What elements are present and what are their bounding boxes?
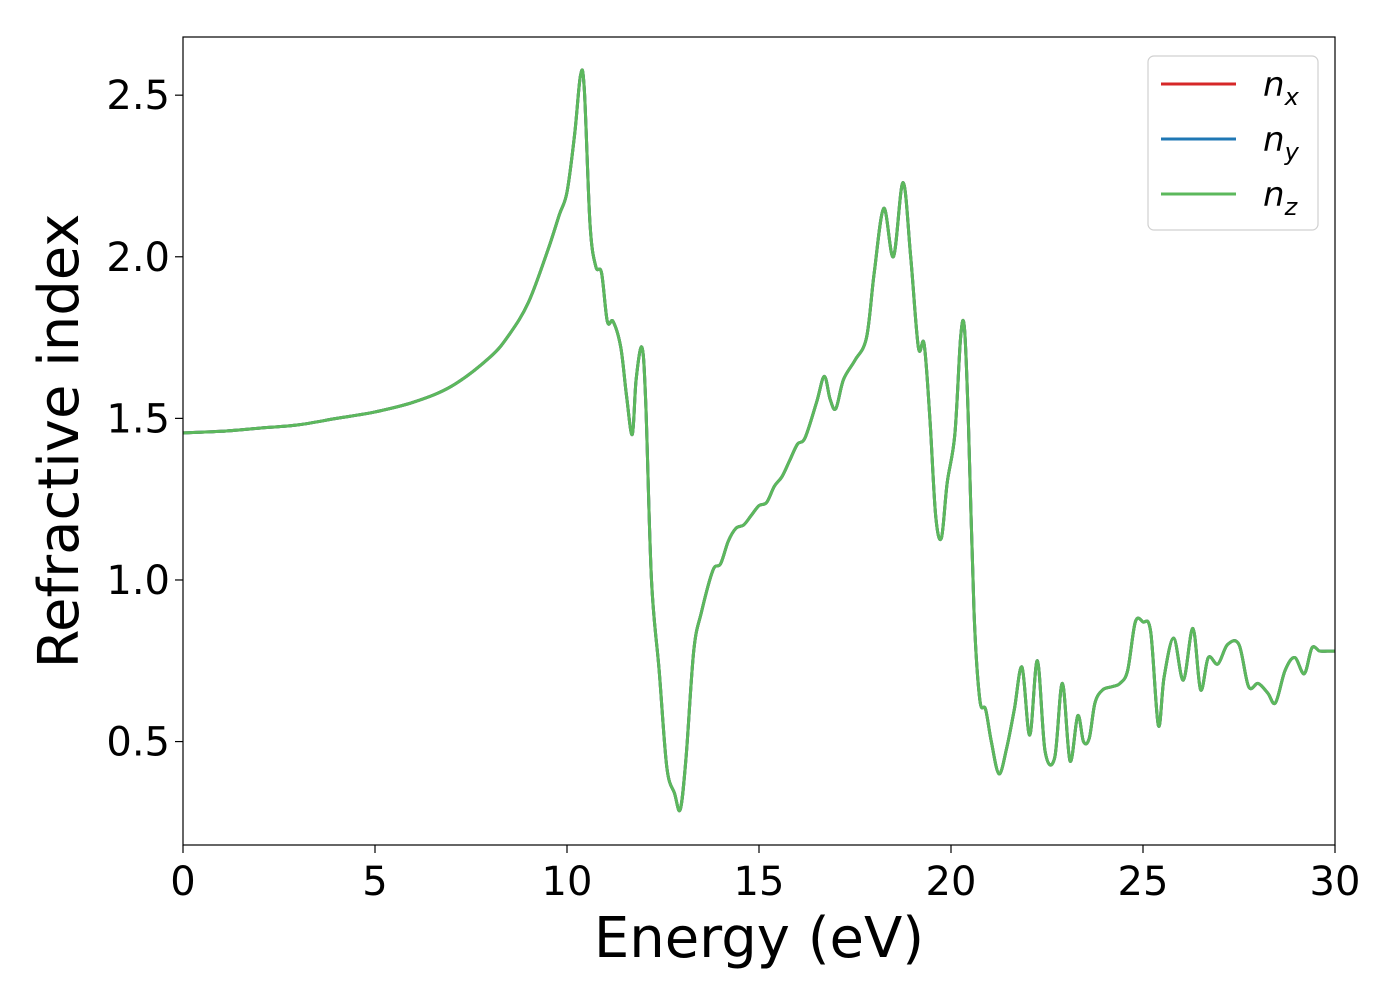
legend-label-base: n (1263, 65, 1285, 105)
legend-label-nx: nx (1263, 65, 1300, 111)
series-layer (183, 68, 1335, 813)
y-tick-label: 1.0 (106, 558, 170, 604)
x-tick-label: 20 (926, 859, 977, 905)
y-tick-label: 0.5 (106, 720, 170, 766)
y-tick-label: 2.0 (106, 235, 170, 281)
legend-label-nz: nz (1263, 175, 1299, 221)
x-tick-label: 30 (1310, 859, 1361, 905)
x-axis-label: Energy (eV) (594, 906, 924, 971)
legend-label-subscript: y (1284, 138, 1300, 166)
x-tick-label: 15 (734, 859, 785, 905)
x-tick-label: 10 (542, 859, 593, 905)
legend-box (1147, 55, 1319, 231)
legend-label-subscript: x (1284, 83, 1300, 111)
legend-label-base: n (1263, 120, 1285, 160)
legend-label-ny: ny (1263, 120, 1300, 166)
x-tick-label: 25 (1118, 859, 1169, 905)
y-tick-label: 2.5 (106, 73, 170, 119)
x-axis: 0 5 10 15 20 25 30 (170, 845, 1360, 905)
y-axis: 0.5 1.0 1.5 2.0 2.5 (106, 73, 183, 766)
legend-label-subscript: z (1284, 193, 1299, 221)
y-tick-label: 1.5 (106, 396, 170, 442)
legend-label-base: n (1263, 175, 1285, 215)
y-axis-label: Refractive index (27, 214, 92, 669)
series-line-nz (183, 68, 1335, 813)
x-tick-label: 5 (362, 859, 387, 905)
x-tick-label: 0 (170, 859, 195, 905)
